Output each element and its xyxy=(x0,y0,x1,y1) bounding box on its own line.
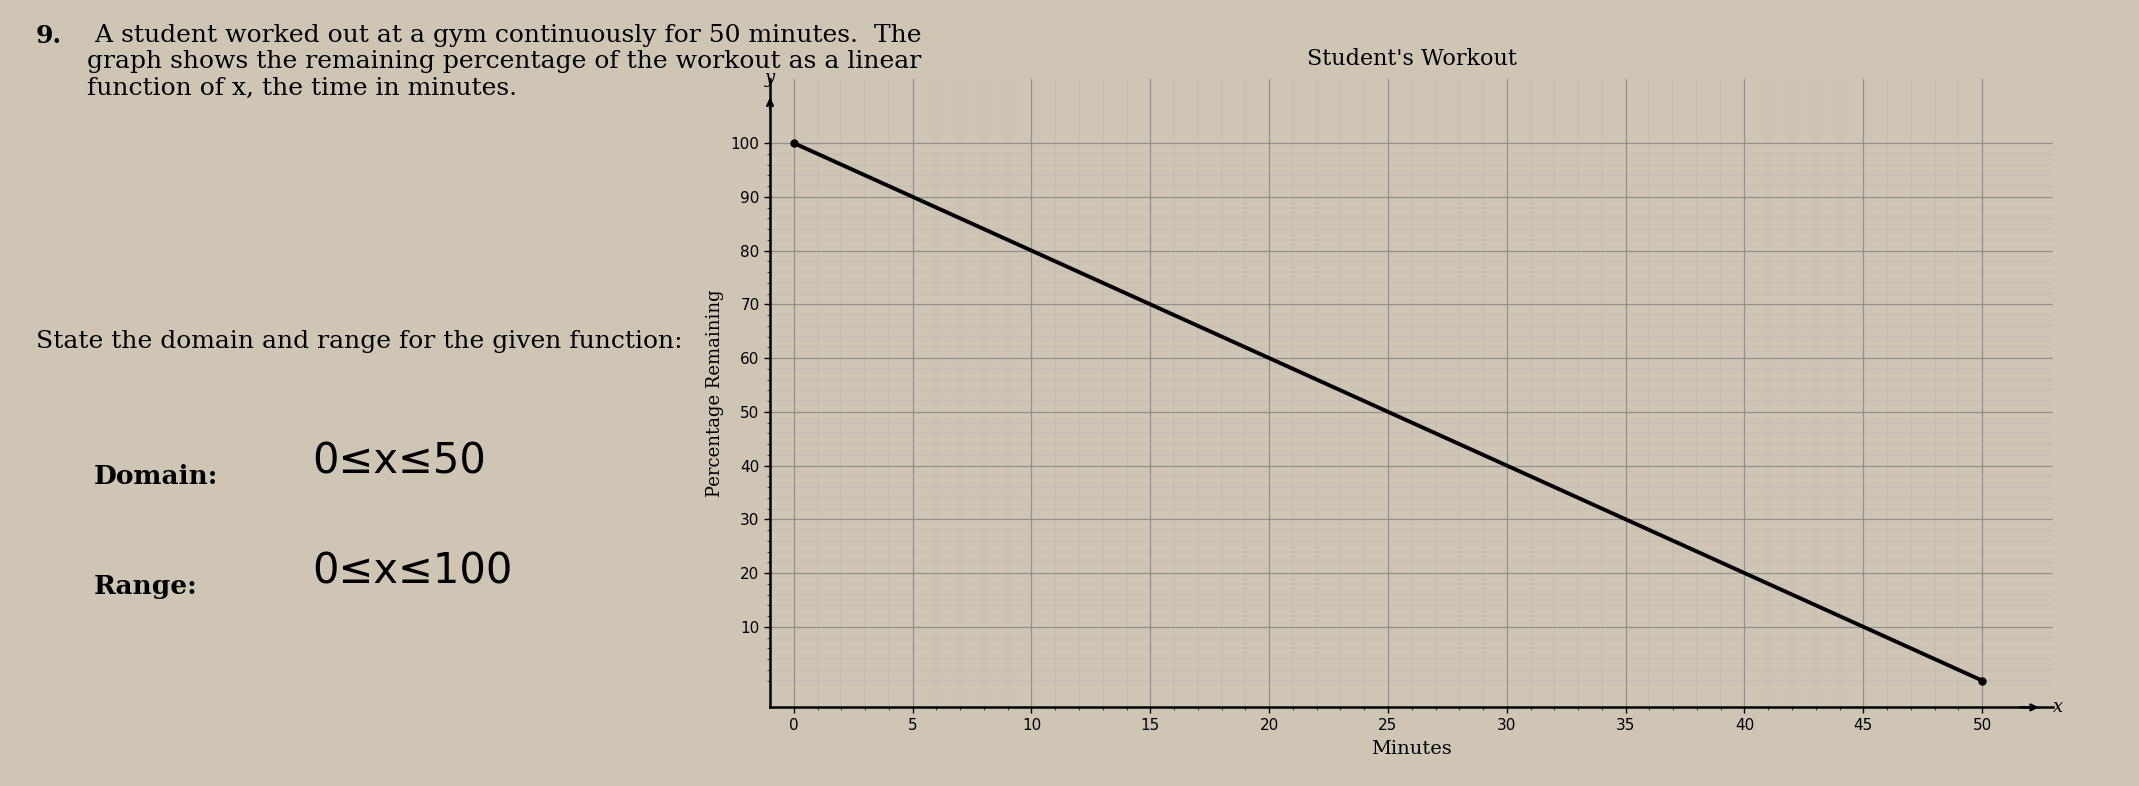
Text: State the domain and range for the given function:: State the domain and range for the given… xyxy=(36,330,682,353)
Text: A student worked out at a gym continuously for 50 minutes.  The
graph shows the : A student worked out at a gym continuous… xyxy=(88,24,922,100)
Text: 9.: 9. xyxy=(36,24,62,48)
Y-axis label: Percentage Remaining: Percentage Remaining xyxy=(706,289,723,497)
Text: 0≤x≤50: 0≤x≤50 xyxy=(312,440,486,482)
Text: 0≤x≤100: 0≤x≤100 xyxy=(312,550,513,592)
Text: Domain:: Domain: xyxy=(94,464,218,489)
Text: Range:: Range: xyxy=(94,574,199,599)
Text: y: y xyxy=(766,68,774,86)
Title: Student's Workout: Student's Workout xyxy=(1307,48,1517,70)
X-axis label: Minutes: Minutes xyxy=(1371,740,1452,758)
Text: x: x xyxy=(2053,699,2064,716)
